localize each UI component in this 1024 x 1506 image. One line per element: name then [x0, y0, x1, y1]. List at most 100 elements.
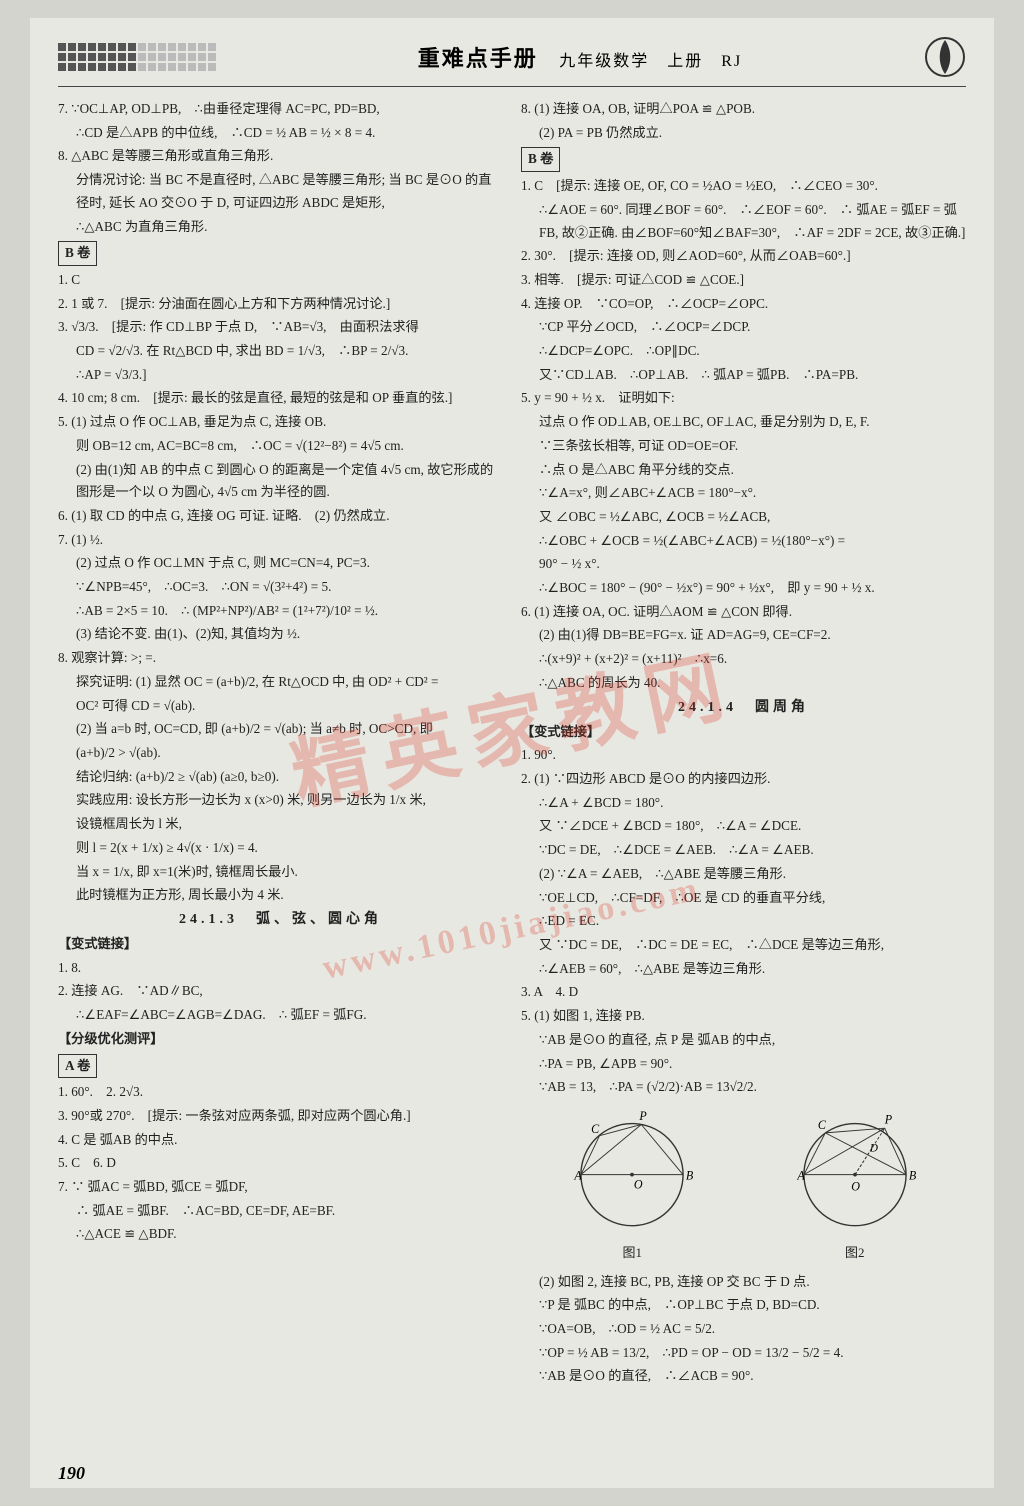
line: ∴AB = 2×5 = 10. ∴ (MP²+NP²)/AB² = (1²+7²… — [58, 600, 503, 623]
svg-text:B: B — [686, 1168, 694, 1182]
figures-row: A B C P O 图1 — [521, 1105, 966, 1265]
line: 1. C [提示: 连接 OE, OF, CO = ½AO = ½EO, ∴∠C… — [521, 175, 966, 198]
line: ∴△ABC 的周长为 40. — [521, 672, 966, 695]
line: 5. C 6. D — [58, 1152, 503, 1175]
line: 则 l = 2(x + 1/x) ≥ 4√(x · 1/x) = 4. — [58, 837, 503, 860]
heading-bslj: 【变式链接】 — [521, 721, 966, 744]
line: 4. 10 cm; 8 cm. [提示: 最长的弦是直径, 最短的弦是和 OP … — [58, 387, 503, 410]
line: ∴点 O 是△ABC 角平分线的交点. — [521, 459, 966, 482]
line: ∴(x+9)² + (x+2)² = (x+11)² ∴x=6. — [521, 648, 966, 671]
line: 设镜框周长为 l 米, — [58, 813, 503, 836]
line: ∵OE⊥CD, ∴CF=DF, ∴OE 是 CD 的垂直平分线, — [521, 887, 966, 910]
line: 则 OB=12 cm, AC=BC=8 cm, ∴OC = √(12²−8²) … — [58, 435, 503, 458]
svg-text:A: A — [574, 1168, 583, 1182]
line: 2. 30°. [提示: 连接 OD, 则∠AOD=60°, 从而∠OAB=60… — [521, 245, 966, 268]
line: ∴∠OBC + ∠OCB = ½(∠ABC+∠ACB) = ½(180°−x°)… — [521, 530, 966, 553]
line: 8. (1) 连接 OA, OB, 证明△POA ≌ △POB. — [521, 98, 966, 121]
line: 3. √3/3. [提示: 作 CD⊥BP 于点 D, ∵AB=√3, 由面积法… — [58, 316, 503, 339]
line: 探究证明: (1) 显然 OC = (a+b)/2, 在 Rt△OCD 中, 由… — [58, 671, 503, 694]
line: ∴ED = EC. — [521, 910, 966, 933]
line: 3. 相等. [提示: 可证△COD ≌ △COE.] — [521, 269, 966, 292]
line: 4. C 是 弧AB 的中点. — [58, 1129, 503, 1152]
line: 4. 连接 OP. ∵CO=OP, ∴∠OCP=∠OPC. — [521, 293, 966, 316]
line: ∵∠A=x°, 则∠ABC+∠ACB = 180°−x°. — [521, 482, 966, 505]
line: (2) 过点 O 作 OC⊥MN 于点 C, 则 MC=CN=4, PC=3. — [58, 552, 503, 575]
line: ∴ 弧AE = 弧BF. ∴AC=BD, CE=DF, AE=BF. — [58, 1200, 503, 1223]
line: 又 ∵DC = DE, ∴DC = DE = EC, ∴△DCE 是等边三角形, — [521, 934, 966, 957]
line: ∴∠BOC = 180° − (90° − ½x°) = 90° + ½x°, … — [521, 577, 966, 600]
line: 又∵CD⊥AB. ∴OP⊥AB. ∴ 弧AP = 弧PB. ∴PA=PB. — [521, 364, 966, 387]
figure-1: A B C P O 图1 — [557, 1105, 707, 1265]
line: 6. (1) 连接 OA, OC. 证明△AOM ≌ △CON 即得. — [521, 601, 966, 624]
line: (2) 当 a=b 时, OC=CD, 即 (a+b)/2 = √(ab); 当… — [58, 718, 503, 741]
svg-text:O: O — [634, 1177, 643, 1191]
line: 又 ∠OBC = ½∠ABC, ∠OCB = ½∠ACB, — [521, 506, 966, 529]
line: ∴PA = PB, ∠APB = 90°. — [521, 1053, 966, 1076]
publisher-logo-icon — [924, 36, 966, 78]
heading-fjyh: 【分级优化测评】 — [58, 1028, 503, 1051]
line: ∴△ACE ≌ △BDF. — [58, 1223, 503, 1246]
content-columns: 7. ∵OC⊥AP, OD⊥PB, ∴由垂径定理得 AC=PC, PD=BD, … — [58, 97, 966, 1457]
line: ∵OA=OB, ∴OD = ½ AC = 5/2. — [521, 1318, 966, 1341]
line: 8. 观察计算: >; =. — [58, 647, 503, 670]
line: ∵CP 平分∠OCD, ∴∠OCP=∠DCP. — [521, 316, 966, 339]
line: (2) 如图 2, 连接 BC, PB, 连接 OP 交 BC 于 D 点. — [521, 1271, 966, 1294]
line: ∵P 是 弧BC 的中点, ∴OP⊥BC 于点 D, BD=CD. — [521, 1294, 966, 1317]
line: 2. 1 或 7. [提示: 分油面在圆心上方和下方两种情况讨论.] — [58, 293, 503, 316]
line: 1. 60°. 2. 2√3. — [58, 1081, 503, 1104]
line: 过点 O 作 OD⊥AB, OE⊥BC, OF⊥AC, 垂足分别为 D, E, … — [521, 411, 966, 434]
svg-text:O: O — [851, 1179, 860, 1193]
line: 当 x = 1/x, 即 x=1(米)时, 镜框周长最小. — [58, 861, 503, 884]
line: 2. (1) ∵四边形 ABCD 是⊙O 的内接四边形. — [521, 768, 966, 791]
line: 8. △ABC 是等腰三角形或直角三角形. — [58, 145, 503, 168]
line: ∴AP = √3/3.] — [58, 364, 503, 387]
title-main: 重难点手册 — [418, 46, 538, 71]
line: (3) 结论不变. 由(1)、(2)知, 其值均为 ½. — [58, 623, 503, 646]
section-box-b: B 卷 — [521, 147, 560, 172]
figure-2: A B C P O D 图2 — [780, 1105, 930, 1265]
line: ∵三条弦长相等, 可证 OD=OE=OF. — [521, 435, 966, 458]
section-box-a: A 卷 — [58, 1054, 97, 1079]
line: 3. A 4. D — [521, 981, 966, 1004]
line: (a+b)/2 > √(ab). — [58, 742, 503, 765]
line: ∵∠NPB=45°, ∴OC=3. ∴ON = √(3²+4²) = 5. — [58, 576, 503, 599]
svg-text:P: P — [639, 1109, 648, 1123]
line: 1. 90°. — [521, 744, 966, 767]
line: CD = √2/√3. 在 Rt△BCD 中, 求出 BD = 1/√3, ∴B… — [58, 340, 503, 363]
line: ∵DC = DE, ∴∠DCE = ∠AEB. ∴∠A = ∠AEB. — [521, 839, 966, 862]
line: ∴∠AEB = 60°, ∴△ABE 是等边三角形. — [521, 958, 966, 981]
line: (2) PA = PB 仍然成立. — [521, 122, 966, 145]
line: 3. 90°或 270°. [提示: 一条弦对应两条弧, 即对应两个圆心角.] — [58, 1105, 503, 1128]
line: ∴CD 是△APB 的中位线, ∴CD = ½ AB = ½ × 8 = 4. — [58, 122, 503, 145]
line: 7. ∵ 弧AC = 弧BD, 弧CE = 弧DF, — [58, 1176, 503, 1199]
line: 1. C — [58, 269, 503, 292]
line: (2) ∵∠A = ∠AEB, ∴△ABE 是等腰三角形. — [521, 863, 966, 886]
section-2413: 24.1.3 弧、弦、圆心角 — [58, 908, 503, 932]
heading-bslj: 【变式链接】 — [58, 933, 503, 956]
line: ∴△ABC 为直角三角形. — [58, 216, 503, 239]
page: 重难点手册 九年级数学 上册 RJ 7. ∵OC⊥AP, OD⊥PB, ∴由垂径… — [30, 18, 994, 1488]
line: 此时镜框为正方形, 周长最小为 4 米. — [58, 884, 503, 907]
line: (2) 由(1)知 AB 的中点 C 到圆心 O 的距离是一个定值 4√5 cm… — [58, 459, 503, 504]
line: ∵AB 是⊙O 的直径, 点 P 是 弧AB 的中点, — [521, 1029, 966, 1052]
line: 5. (1) 过点 O 作 OC⊥AB, 垂足为点 C, 连接 OB. — [58, 411, 503, 434]
line: (2) 由(1)得 DB=BE=FG=x. 证 AD=AG=9, CE=CF=2… — [521, 624, 966, 647]
line: ∴∠A + ∠BCD = 180°. — [521, 792, 966, 815]
svg-text:B: B — [909, 1168, 917, 1182]
section-2414: 24.1.4 圆周角 — [521, 696, 966, 720]
line: 5. (1) 如图 1, 连接 PB. — [521, 1005, 966, 1028]
right-column: 8. (1) 连接 OA, OB, 证明△POA ≌ △POB. (2) PA … — [521, 97, 966, 1457]
svg-text:P: P — [883, 1112, 892, 1126]
line: 结论归纳: (a+b)/2 ≥ √(ab) (a≥0, b≥0). — [58, 766, 503, 789]
line: 7. (1) ½. — [58, 529, 503, 552]
line: ∵AB 是⊙O 的直径, ∴∠ACB = 90°. — [521, 1365, 966, 1388]
line: ∵OP = ½ AB = 13/2, ∴PD = OP − OD = 13/2 … — [521, 1342, 966, 1365]
line: 2. 连接 AG. ∵AD∥BC, — [58, 980, 503, 1003]
line: 7. ∵OC⊥AP, OD⊥PB, ∴由垂径定理得 AC=PC, PD=BD, — [58, 98, 503, 121]
book-title: 重难点手册 九年级数学 上册 RJ — [236, 41, 924, 73]
line: 6. (1) 取 CD 的中点 G, 连接 OG 可证. 证略. (2) 仍然成… — [58, 505, 503, 528]
section-box-b: B 卷 — [58, 241, 97, 266]
page-number: 190 — [58, 1463, 966, 1484]
svg-text:A: A — [796, 1168, 805, 1182]
line: ∵AB = 13, ∴PA = (√2/2)·AB = 13√2/2. — [521, 1076, 966, 1099]
